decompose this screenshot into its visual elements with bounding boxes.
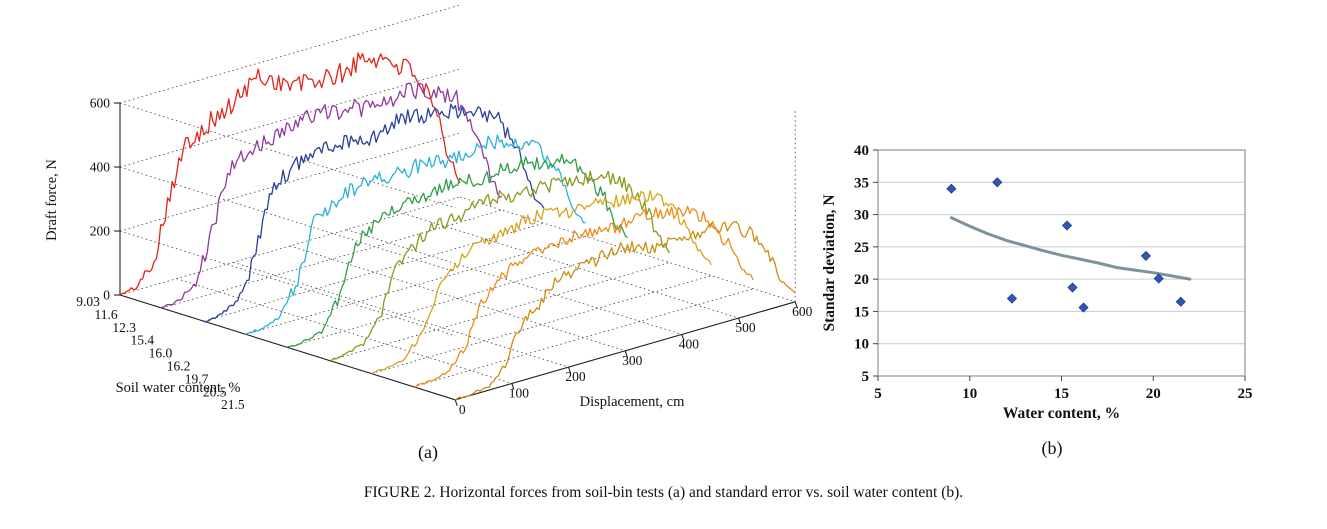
y-tick-label: 15 <box>854 304 869 320</box>
tick-labels: 02004006009.0311.612.315.416.016.219.720… <box>76 96 812 417</box>
series-line-11.6 <box>161 82 503 308</box>
data-point <box>1175 296 1186 307</box>
data-point <box>1067 282 1078 293</box>
wall-gridlines <box>119 4 461 337</box>
panel-a: 0 200 400 600 9.03 11.6 12.3 15.4 16.0 16.2 19.7 20… <box>44 4 813 417</box>
data-point <box>1140 250 1151 261</box>
x-tick-label: 200 <box>565 369 586 384</box>
y-tick-label: 30 <box>854 208 869 224</box>
x-tick-label: 20 <box>1146 386 1161 402</box>
y-axis-title: Standar deviation, N <box>821 194 838 331</box>
x-tick-label: 10 <box>962 386 977 402</box>
series-line-16.0 <box>287 153 628 348</box>
data-point <box>1061 220 1073 231</box>
y-tick-label: 20.5 <box>203 384 227 399</box>
y-tick-label: 10 <box>854 337 869 353</box>
y-tick-label: 21.5 <box>221 397 245 412</box>
y-tick-label: 9.03 <box>76 294 100 309</box>
data-point <box>992 177 1003 188</box>
draft-force-waterfall-chart: 02004006009.0311.612.315.416.016.219.720… <box>44 4 813 417</box>
series-lines <box>119 52 796 401</box>
y-tick-label: 35 <box>854 175 869 191</box>
series-line-16.2 <box>329 170 671 363</box>
series-line-21.5 <box>454 221 796 401</box>
panel-b: 5 10 15 20 25 30 35 40 5 10 15 20 25 Water content, %… <box>810 128 1310 458</box>
x-axis-title: Displacement, cm <box>580 394 685 410</box>
x-tick-label: 15 <box>1054 386 1069 402</box>
series-line-19.7 <box>371 190 712 375</box>
x-tick-label: 500 <box>735 320 756 335</box>
x-tick-label: 400 <box>679 336 700 351</box>
x-axis-title: Water content, % <box>1003 405 1120 422</box>
z-axis-title: Draft force, N <box>44 159 60 241</box>
series-line-9.03 <box>119 52 461 296</box>
y-tick-label: 12.3 <box>112 320 136 335</box>
z-tick-label: 400 <box>90 160 111 175</box>
x-tick-label: 600 <box>792 304 813 319</box>
x-tick-label: 300 <box>622 353 643 368</box>
data-point <box>1153 273 1164 284</box>
z-tick-label: 0 <box>103 288 110 303</box>
standard-deviation-scatter-chart: 5 10 15 20 25 30 35 40 5 10 15 20 25 Water content, %… <box>821 143 1253 422</box>
x-tick-label: 0 <box>459 402 466 417</box>
y-tick-label: 16.0 <box>149 346 173 361</box>
figure-caption: FIGURE 2. Horizontal forces from soil-bin… <box>0 484 1327 502</box>
series-line-15.4 <box>245 134 586 335</box>
y-tick-label: 40 <box>854 143 869 159</box>
gridlines <box>878 149 1245 377</box>
y-axis-title: Soil water content, % <box>116 380 241 396</box>
axes <box>114 102 798 406</box>
data-point <box>1006 293 1018 304</box>
axis-titles: Draft force, N Soil water content, % Displ… <box>44 159 685 410</box>
y-tick-label: 11.6 <box>95 307 118 322</box>
data-point <box>946 183 957 194</box>
plot-border <box>877 149 1246 377</box>
y-tick-label: 16.2 <box>167 359 191 374</box>
y-tick-label: 15.4 <box>130 333 154 348</box>
z-tick-label: 200 <box>90 224 111 239</box>
figure-caption-prefix: FIGURE 2. <box>363 484 436 501</box>
panel-a-sublabel: (a) <box>418 442 438 462</box>
y-tick-label: 5 <box>862 369 870 385</box>
panel-b-sublabel: (b) <box>1041 438 1063 458</box>
series-line-20.5 <box>413 205 754 389</box>
trend-line <box>949 216 1192 281</box>
figure-caption-text: Horizontal forces from soil-bin tests (a… <box>439 484 964 501</box>
x-tick-label: 25 <box>1238 386 1253 402</box>
y-tick-label: 20 <box>854 272 869 288</box>
y-tick-label: 19.7 <box>185 371 209 386</box>
y-tick-label: 25 <box>854 240 869 256</box>
series-line-12.3 <box>203 103 545 323</box>
x-tick-label: 5 <box>874 386 882 402</box>
z-tick-label: 600 <box>90 96 111 111</box>
tick-labels: 5 10 15 20 25 30 35 40 5 10 15 20 25 <box>854 143 1253 402</box>
x-tick-label: 100 <box>509 385 530 400</box>
scatter-points <box>946 177 1186 313</box>
data-point <box>1078 302 1089 313</box>
